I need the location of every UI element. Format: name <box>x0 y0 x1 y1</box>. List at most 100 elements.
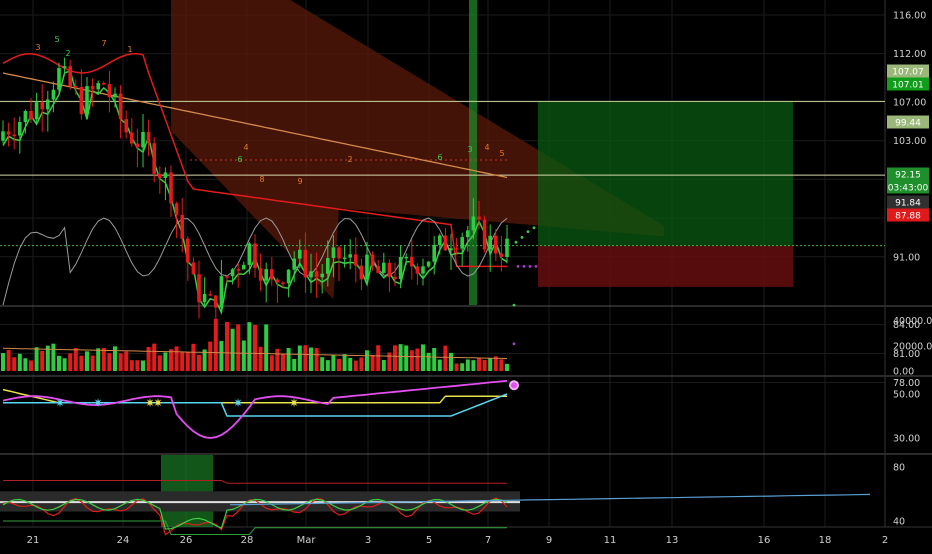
candle-body <box>264 269 268 281</box>
volume-bar <box>17 353 22 371</box>
oscillator-tick-label: 30.00 <box>893 434 920 445</box>
candle-body <box>281 282 285 285</box>
volume-bar <box>90 355 95 371</box>
volume-bar <box>23 358 28 371</box>
volume-bar <box>219 340 224 371</box>
candle-body <box>477 216 481 220</box>
projection-dot <box>532 226 536 230</box>
volume-bar <box>320 357 325 371</box>
volume-bar <box>79 355 84 371</box>
volume-bar <box>174 346 179 371</box>
volume-bar <box>269 355 274 371</box>
candle-body <box>449 248 453 251</box>
candle-body <box>34 102 39 120</box>
stop-zone <box>538 245 793 287</box>
time-tick-label: 21 <box>27 535 40 546</box>
count-marker: 2 <box>347 155 352 164</box>
oscillator: ✷ ✷ ✷✷ ✷ ✷ <box>2 379 519 439</box>
candle-body <box>130 132 134 144</box>
candle-body <box>135 143 140 148</box>
candle-body <box>46 99 50 110</box>
candle-body <box>253 243 257 269</box>
oscillator-tick-label: 50.00 <box>893 390 920 401</box>
volume-bar <box>275 348 280 371</box>
time-tick-label: 5 <box>426 535 432 546</box>
volume-bar <box>264 324 269 371</box>
volume-bar <box>482 359 487 371</box>
candle-body <box>51 89 56 100</box>
volume-bar <box>118 353 123 371</box>
price-label-box <box>887 167 929 181</box>
price-label: 87.88 <box>895 212 921 222</box>
candle-body <box>146 131 151 144</box>
volume-bar <box>477 358 481 371</box>
volume-bar <box>415 348 420 371</box>
time-tick-label: 13 <box>666 535 679 546</box>
volume-bar <box>499 359 504 371</box>
price-label-box <box>887 77 929 91</box>
projection-dot <box>526 230 530 234</box>
price-tick-label: 116.00 <box>893 11 926 22</box>
volume-bar <box>297 345 302 371</box>
volume-bar <box>393 345 397 371</box>
volume-bar <box>309 347 313 371</box>
price-tick-label: 112.00 <box>893 49 926 60</box>
candle-body <box>169 172 173 204</box>
candle-body <box>258 268 263 281</box>
volume-bar <box>213 318 218 371</box>
price-zones <box>171 0 793 305</box>
volume-bar <box>230 328 235 371</box>
volume-bar <box>353 360 358 371</box>
volume-bar <box>146 346 151 371</box>
candle-body <box>370 254 375 267</box>
projection-dot <box>512 303 516 307</box>
count-marker: 3 <box>35 43 40 52</box>
highlight-column <box>469 0 477 305</box>
volume-bar <box>449 352 453 371</box>
price-axis: 116.00112.00107.00103.0099.0095.0091.008… <box>887 11 929 389</box>
volume-bar <box>348 357 353 371</box>
candle-body <box>186 238 190 263</box>
volume-bar <box>253 324 257 371</box>
candle-body <box>141 131 145 148</box>
candle-body <box>326 258 330 274</box>
price-label: 107.01 <box>892 81 924 91</box>
price-label: 99.44 <box>895 119 921 129</box>
volume-bar <box>57 355 61 371</box>
time-tick-label: 7 <box>485 535 491 546</box>
volume-bar <box>135 360 140 371</box>
candle-body <box>180 214 184 239</box>
candle-body <box>286 269 291 284</box>
volume-bar <box>29 360 33 371</box>
candle-body <box>118 93 123 120</box>
volume-bar <box>180 351 185 371</box>
candle-body <box>90 86 95 90</box>
volume-bar <box>303 345 308 371</box>
candle-body <box>18 122 22 136</box>
candle-body <box>298 249 302 259</box>
candle-body <box>387 262 392 277</box>
bands-lower-line <box>3 520 507 535</box>
volume-bar <box>208 341 213 371</box>
candle-body <box>113 93 117 98</box>
count-marker: 6 <box>437 153 442 162</box>
volume-bars <box>1 318 509 371</box>
count-marker: 5 <box>54 35 59 44</box>
volume-bar <box>359 357 364 371</box>
count-marker: 4 <box>243 143 248 152</box>
candle-body <box>421 266 425 274</box>
price-tick-label: 84.00 <box>893 320 920 331</box>
candles <box>1 57 509 321</box>
candle-body <box>466 230 470 238</box>
volume-bar <box>292 358 297 371</box>
volume-bar <box>197 354 201 371</box>
candle-body <box>230 269 235 277</box>
price-tick-label: 103.00 <box>893 136 926 147</box>
candle-body <box>152 143 156 174</box>
time-tick-label: 9 <box>546 535 552 546</box>
candle-body <box>309 271 313 278</box>
bands-tick-label: 40 <box>893 517 905 528</box>
volume-bar <box>85 351 89 371</box>
